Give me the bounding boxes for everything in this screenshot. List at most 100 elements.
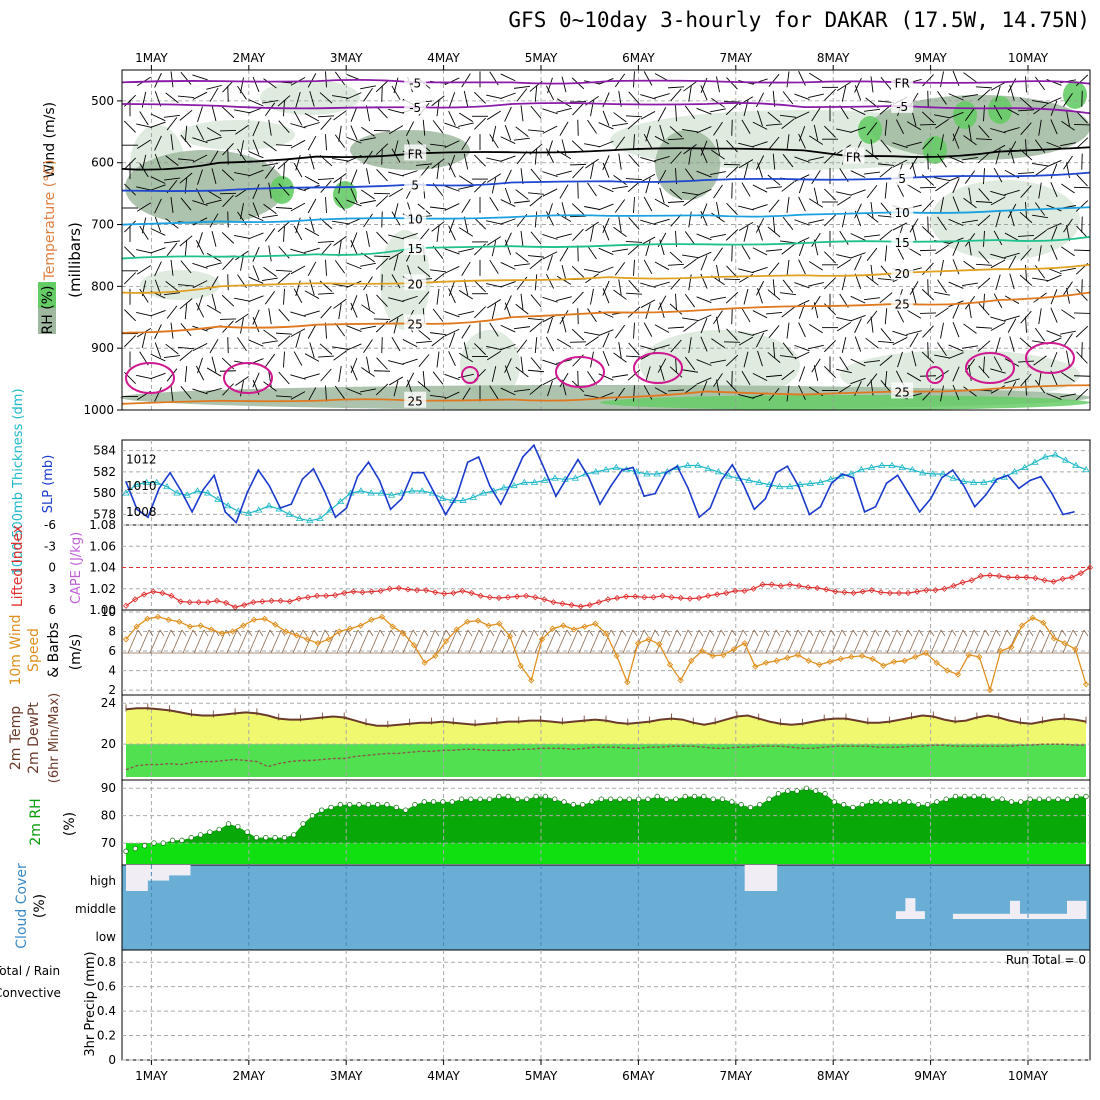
wind-barb [338,303,342,320]
wind-barb [963,135,977,146]
lifted-index-point [986,572,994,579]
wind-barb [934,291,950,296]
wind-barb [388,188,404,198]
wind-barb [990,316,1006,322]
wind10m-barb [446,629,458,654]
wind-barb [952,322,960,338]
rh2m-point [999,796,1005,802]
wind10m-barb [567,629,579,654]
lifted-index-point [532,594,539,601]
wind-barb [782,342,794,356]
wind-barb [520,230,524,247]
wind10m-barb [336,629,348,654]
minmax-axis-title: (6hr Min/Max) [47,693,62,783]
wind-speed-point [346,625,354,632]
wind-barb [1019,337,1033,349]
wind-speed-point [378,613,386,620]
wind-barb [180,197,192,211]
lifted-index-point [213,597,221,604]
wind-barb [884,182,888,199]
wind-barb [264,290,276,305]
wind-barb [366,168,370,185]
wind-barb [248,151,264,159]
wind-barb [741,308,751,323]
wind-barb [432,308,444,322]
wind-speed-point [1061,640,1068,647]
wind-barb [227,211,229,228]
thickness-point [152,478,161,485]
wind-barb [500,92,516,99]
rh2m-point [561,799,567,805]
wind-barb [710,233,726,238]
wind-barb [237,85,247,100]
wind-barb [275,269,293,272]
wind-barb [290,202,306,212]
slp-tick-label: 1010 [126,479,157,493]
wind-barb [534,148,538,165]
wind-barb [376,231,388,245]
bottom-day-label: 9MAY [914,1069,947,1083]
wind-barb [713,373,723,387]
wind-barb [405,372,415,388]
wind-barb [654,387,670,396]
wind-barb [124,120,136,133]
wind-barb [240,380,244,397]
rh2m-point [188,834,194,841]
wind10m-barb [468,629,480,654]
precip-tick-label: 0.8 [97,955,116,969]
wind10m-barb [402,629,414,654]
wind-speed-point [1050,635,1058,642]
wind-barb [633,196,635,214]
temperature-contour [121,171,1091,192]
wind-barb [504,125,512,141]
lifted-index-point [295,595,302,602]
rh2m-point [430,799,437,805]
lifted-index-point [250,599,257,606]
wind-barb [1081,279,1083,296]
wind-barb [209,213,219,228]
contour-label-bg [891,294,914,311]
wind-barb [684,356,696,371]
wind-barb [165,92,179,104]
wind10m-barb [643,629,649,637]
wind-barb [487,236,501,246]
thickness-point [163,482,171,490]
wind-barb [765,123,783,126]
wind-barb [418,354,430,367]
rh2m-point [1055,796,1061,802]
wind-barb [598,184,614,193]
wind-barb [227,85,229,102]
wind-barb [585,221,599,232]
lifted-index-point [359,589,366,596]
wind-barb [892,337,908,346]
wind-barb [808,93,824,99]
wind-speed-point [762,659,770,666]
wind-barb [268,119,272,136]
wind-speed-point [570,626,578,633]
wind-barb [137,202,151,212]
wind-barb [463,153,469,170]
wind-barb [990,368,1006,374]
lifted-index-point [323,592,330,599]
wind10m-barb [313,629,319,637]
wind-speed-point [560,622,567,629]
wind-barb [192,91,208,100]
wind-speed-point [1040,619,1047,626]
contour-label: 20 [408,277,423,291]
slp-point [488,484,491,487]
rh2m-point [841,802,847,808]
thickness-point [398,489,406,496]
wind-barb [263,266,277,277]
wind-barb [237,337,247,351]
wind-barb [448,288,456,304]
wind-tick-label: 6 [108,644,116,658]
wind-barb [880,76,892,90]
wind10m-barb [753,629,759,637]
lifted-index-point [386,585,393,592]
rh2m-point [952,793,959,800]
slp-point [444,513,447,516]
wind-barb [165,281,179,292]
wind-barb [1033,355,1047,366]
slp-point [720,479,723,482]
slp-point [742,483,745,486]
